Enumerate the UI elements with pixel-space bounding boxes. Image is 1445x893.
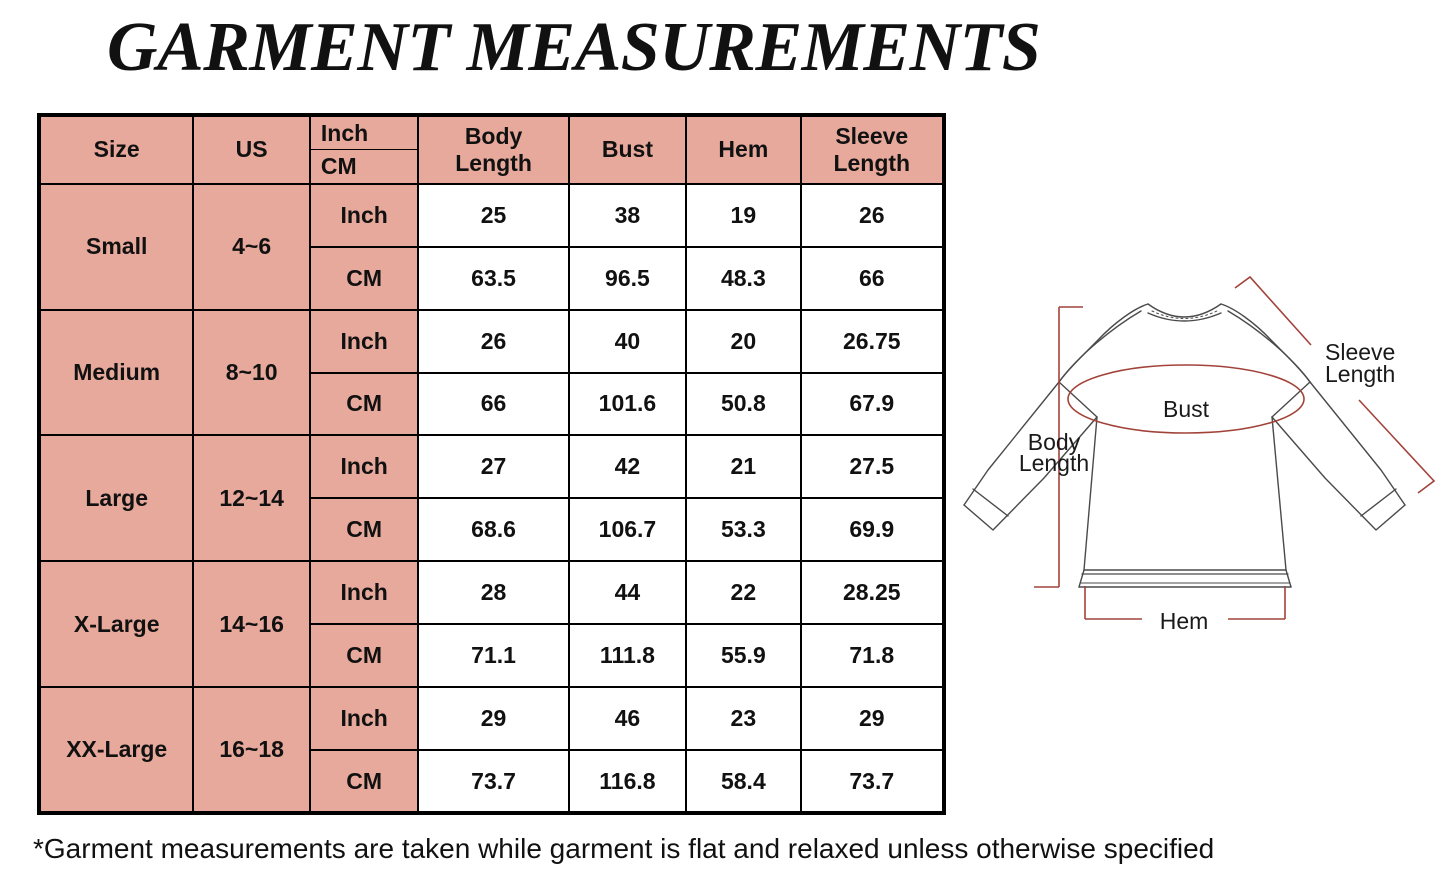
svg-text:Bust: Bust (1163, 396, 1210, 422)
svg-text:Length: Length (1019, 450, 1089, 476)
svg-text:Length: Length (1325, 361, 1395, 387)
svg-text:Hem: Hem (1160, 608, 1209, 634)
